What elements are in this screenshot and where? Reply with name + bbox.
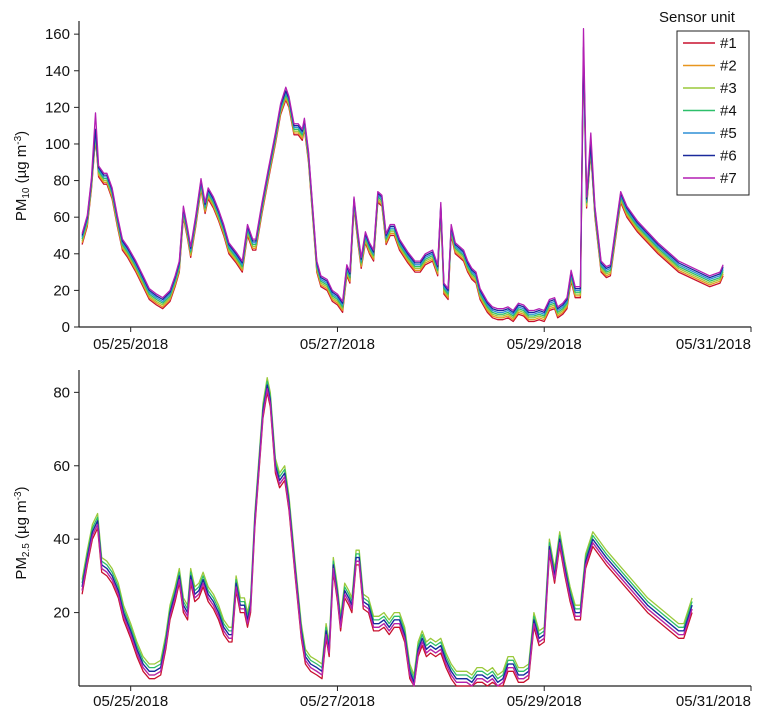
series-line-1: [81, 391, 693, 687]
y-axis-label-main: PM: [13, 199, 30, 222]
x-tick-label: 05/25/2018: [93, 336, 168, 353]
y-axis-label-sub: 2.5: [21, 543, 32, 557]
y-tick-label: 120: [45, 99, 70, 116]
legend-label-1: #1: [720, 35, 737, 52]
series-line-2: [81, 388, 693, 687]
legend: Sensor unit #1 #2 #3 #4 #5 #6 #7: [659, 9, 750, 196]
series-line-4: [81, 380, 693, 680]
y-axis-label-unit-sup: -3: [13, 491, 24, 500]
y-tick-label: 40: [53, 246, 70, 263]
panel-pm25: 20 40 60 80 05/25/2018 05/27/2018 05/29/2018 05…: [13, 370, 752, 710]
series-line-1: [81, 55, 724, 323]
series-line-6: [81, 384, 693, 683]
y-axis-label: PM10 (µg m-3): [13, 131, 32, 221]
y-tick-label: 40: [53, 531, 70, 548]
x-tick-label: 05/29/2018: [507, 336, 582, 353]
x-tick-label: 05/25/2018: [93, 693, 168, 710]
y-tick-label: 100: [45, 136, 70, 153]
legend-label-5: #5: [720, 125, 737, 142]
series-line-3: [81, 377, 693, 676]
x-tick-label: 05/29/2018: [507, 693, 582, 710]
y-axis-label-sub: 10: [21, 187, 32, 199]
panel-pm10: 0 20 40 60 80 100 120 140 160 05/25/2018 05/27/201…: [13, 9, 752, 353]
legend-label-4: #4: [720, 103, 737, 120]
y-tick-label: 20: [53, 605, 70, 622]
y-axis-label-unit-open: (µg m: [13, 145, 30, 188]
series-line-5: [81, 384, 693, 683]
x-tick-label: 05/31/2018: [676, 336, 751, 353]
legend-box: [676, 30, 750, 196]
y-axis-label-unit-sup: -3: [13, 135, 24, 144]
y-tick-label: 60: [53, 458, 70, 475]
y-tick-label: 80: [53, 384, 70, 401]
y-axis-label: PM2.5 (µg m-3): [13, 486, 32, 579]
legend-label-6: #6: [720, 148, 737, 165]
series-line-2: [81, 53, 724, 321]
y-tick-label: 80: [53, 173, 70, 190]
y-axis-label-unit-close: ): [13, 131, 30, 136]
legend-label-3: #3: [720, 80, 737, 97]
y-tick-label: 0: [62, 319, 70, 336]
legend-label-7: #7: [720, 170, 737, 187]
y-axis-label-unit-close: ): [13, 486, 30, 491]
y-axis-label-unit-open: (µg m: [13, 500, 30, 543]
y-tick-label: 160: [45, 26, 70, 43]
y-axis-label-main: PM: [13, 557, 30, 580]
x-tick-label: 05/27/2018: [300, 336, 375, 353]
series-line-7: [81, 388, 693, 687]
series-line-7: [81, 28, 724, 312]
legend-label-2: #2: [720, 58, 737, 75]
x-tick-label: 05/31/2018: [676, 693, 751, 710]
legend-title: Sensor unit: [659, 9, 736, 26]
x-tick-label: 05/27/2018: [300, 693, 375, 710]
y-tick-label: 20: [53, 282, 70, 299]
y-tick-label: 140: [45, 63, 70, 80]
y-tick-label: 60: [53, 209, 70, 226]
